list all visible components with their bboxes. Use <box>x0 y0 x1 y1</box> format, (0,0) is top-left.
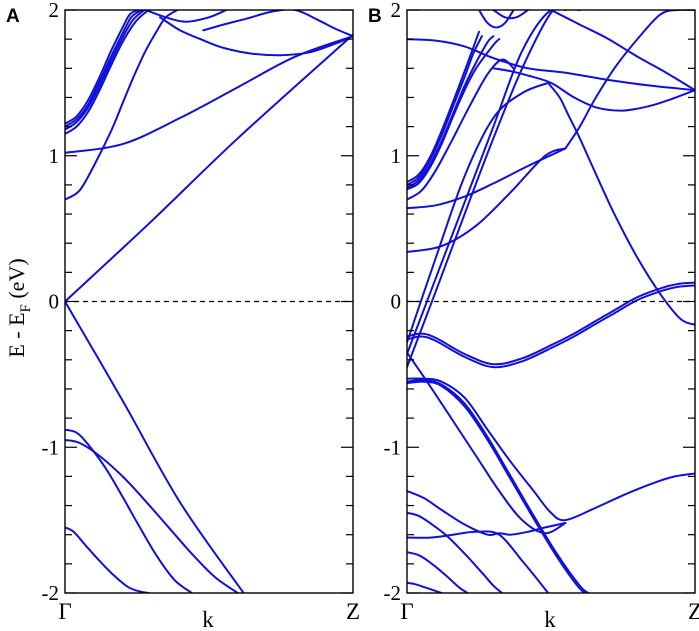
band-line <box>407 379 590 593</box>
y-tick-label: -2 <box>384 581 402 605</box>
band-line <box>407 351 567 535</box>
band-line <box>407 380 590 593</box>
band-line <box>407 10 581 355</box>
band-line <box>407 281 695 366</box>
band-line <box>65 300 245 593</box>
band-line <box>407 10 567 369</box>
band-line <box>65 10 150 135</box>
y-axis-label: E - EF (eV) <box>4 258 34 357</box>
panel-letter: A <box>6 6 20 27</box>
band-line <box>65 526 150 593</box>
y-tick-label: 1 <box>391 144 402 168</box>
band-line <box>407 35 483 186</box>
band-line <box>65 428 193 593</box>
band-group <box>407 10 695 593</box>
band-line <box>407 511 503 593</box>
band-line <box>202 10 353 38</box>
band-line <box>547 81 695 326</box>
band-line <box>407 147 567 253</box>
band-line <box>65 35 353 154</box>
band-line <box>65 33 353 303</box>
band-line <box>407 81 550 344</box>
band-line <box>407 38 695 92</box>
x-axis-label: k <box>544 607 556 631</box>
band-line <box>550 10 695 92</box>
panel-a: -2 -1 0 1 2 Γ Zk A <box>6 0 360 631</box>
band-line <box>144 10 228 23</box>
band-line <box>65 10 179 201</box>
band-line <box>407 284 695 369</box>
band-line <box>159 16 353 57</box>
band-line <box>65 10 146 131</box>
band-group <box>65 10 353 593</box>
x-tick-label-z: Z <box>346 599 360 624</box>
y-tick-label: 1 <box>49 144 60 168</box>
x-tick-label-z: Z <box>688 599 699 624</box>
y-tick-label: 0 <box>391 290 402 314</box>
panel-letter: B <box>368 6 382 27</box>
band-line <box>492 67 695 112</box>
band-line <box>407 38 501 191</box>
band-line <box>407 377 695 522</box>
x-tick-label-gamma: Γ <box>400 599 413 624</box>
y-tick-label: 2 <box>49 0 60 22</box>
band-line <box>478 10 515 29</box>
band-line <box>407 530 550 593</box>
y-tick-label: -2 <box>42 581 60 605</box>
panel-b: -2 -1 0 1 2 Γ Zk B <box>368 0 699 631</box>
band-line <box>407 490 567 537</box>
y-tick-label: -1 <box>42 435 60 459</box>
x-axis-label: k <box>202 607 214 631</box>
y-tick-label: 2 <box>391 0 402 22</box>
band-line <box>65 10 143 128</box>
y-tick-label: 0 <box>49 290 60 314</box>
band-line <box>407 551 469 593</box>
band-line <box>65 439 239 593</box>
band-line <box>407 35 495 189</box>
band-line <box>65 10 140 125</box>
y-tick-label: -1 <box>384 435 402 459</box>
band-line <box>407 581 443 593</box>
band-line <box>407 147 567 210</box>
band-line <box>492 10 529 20</box>
x-tick-label-gamma: Γ <box>58 599 71 624</box>
